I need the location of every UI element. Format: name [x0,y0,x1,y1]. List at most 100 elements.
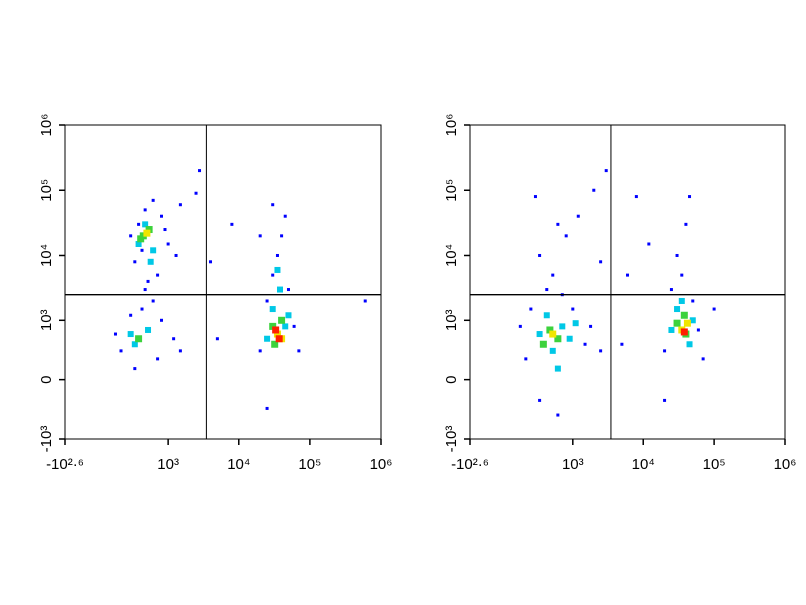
event-dot [127,331,134,338]
event-dot [538,398,542,402]
event-dot [634,195,638,199]
event-dot [143,229,151,237]
event-dot [275,253,279,257]
event-dot [146,279,150,283]
event-dot [668,326,675,333]
event-dot [363,299,367,303]
event-dot [178,203,182,207]
x-tick-label: 10⁶ [774,456,797,473]
event-dot [283,214,287,218]
event-dot [536,331,543,338]
event-dot [135,335,143,343]
event-dot [137,222,141,226]
event-dot [163,228,167,232]
plot-frame [64,124,382,440]
event-dot [556,413,560,417]
event-dot [696,328,700,332]
y-tick-label: 10⁴ [38,244,55,267]
event-dot [271,340,279,348]
event-dot [518,324,522,328]
event-dot [686,341,693,348]
event-dot [172,337,176,341]
event-dot [684,222,688,226]
event-dot [599,260,603,264]
event-dot [258,349,262,353]
event-dot [285,312,292,319]
event-dot [297,349,301,353]
event-dot [271,273,275,277]
event-dot [269,306,276,313]
event-dot [129,234,133,238]
y-tick-label: 10⁵ [38,179,55,202]
event-dot [151,299,155,303]
event-dot [271,203,275,207]
event-dot [701,357,705,361]
event-dot [142,221,149,228]
event-dot [166,242,170,246]
y-tick-label: -10³ [443,426,460,453]
event-dot [589,324,593,328]
y-tick-label: 0 [38,375,55,383]
event-dot [663,349,667,353]
event-dot [647,242,651,246]
event-dot [539,340,547,348]
event-dot [663,398,667,402]
event-dot [145,226,153,234]
event-dot [673,319,681,327]
event-dot [264,335,271,342]
event-dot [277,286,284,293]
event-dot [626,273,630,277]
event-dot [572,320,579,327]
event-dot [691,299,695,303]
event-dot [546,326,554,334]
event-dot [554,335,562,343]
event-dot [292,324,296,328]
event-dot [194,191,198,195]
event-dot [159,318,163,322]
event-dot [533,195,537,199]
event-dot [554,365,561,372]
event-dot [280,234,284,238]
event-dot [174,253,178,257]
event-dot [583,342,587,346]
event-dot [538,253,542,257]
event-dot [678,297,685,304]
event-dot [272,326,280,334]
y-tick-label: -10³ [38,426,55,453]
event-dot [286,288,290,292]
event-dot [604,169,608,173]
event-dot [133,260,137,264]
event-dot [258,234,262,238]
event-dot [592,188,596,192]
event-dot [269,322,277,330]
y-tick-label: 10⁴ [443,244,460,267]
event-dot [156,273,160,277]
event-dot [215,337,219,341]
event-dot [156,357,160,361]
event-dot [683,319,691,327]
y-tick-label: 0 [443,375,460,383]
event-dot [143,208,147,212]
event-dot [688,195,692,199]
event-dot [119,349,123,353]
event-dot [674,306,681,313]
y-tick-label: 10⁵ [443,179,460,202]
event-dot [543,312,550,319]
event-dot [599,349,603,353]
event-dot [549,347,556,354]
event-dot [131,341,138,348]
event-dot [524,357,528,361]
event-dot [571,307,575,311]
event-dot [135,240,142,247]
event-dot [198,169,202,173]
event-dot [265,406,269,410]
x-tick-label: -10²·⁶ [46,456,84,473]
event-dot [620,342,624,346]
y-tick-label: 10⁶ [38,114,55,137]
event-dot [675,253,679,257]
event-dot [680,273,684,277]
event-dot [680,328,688,336]
x-tick-label: 10⁴ [227,456,250,473]
event-dot [140,248,144,252]
